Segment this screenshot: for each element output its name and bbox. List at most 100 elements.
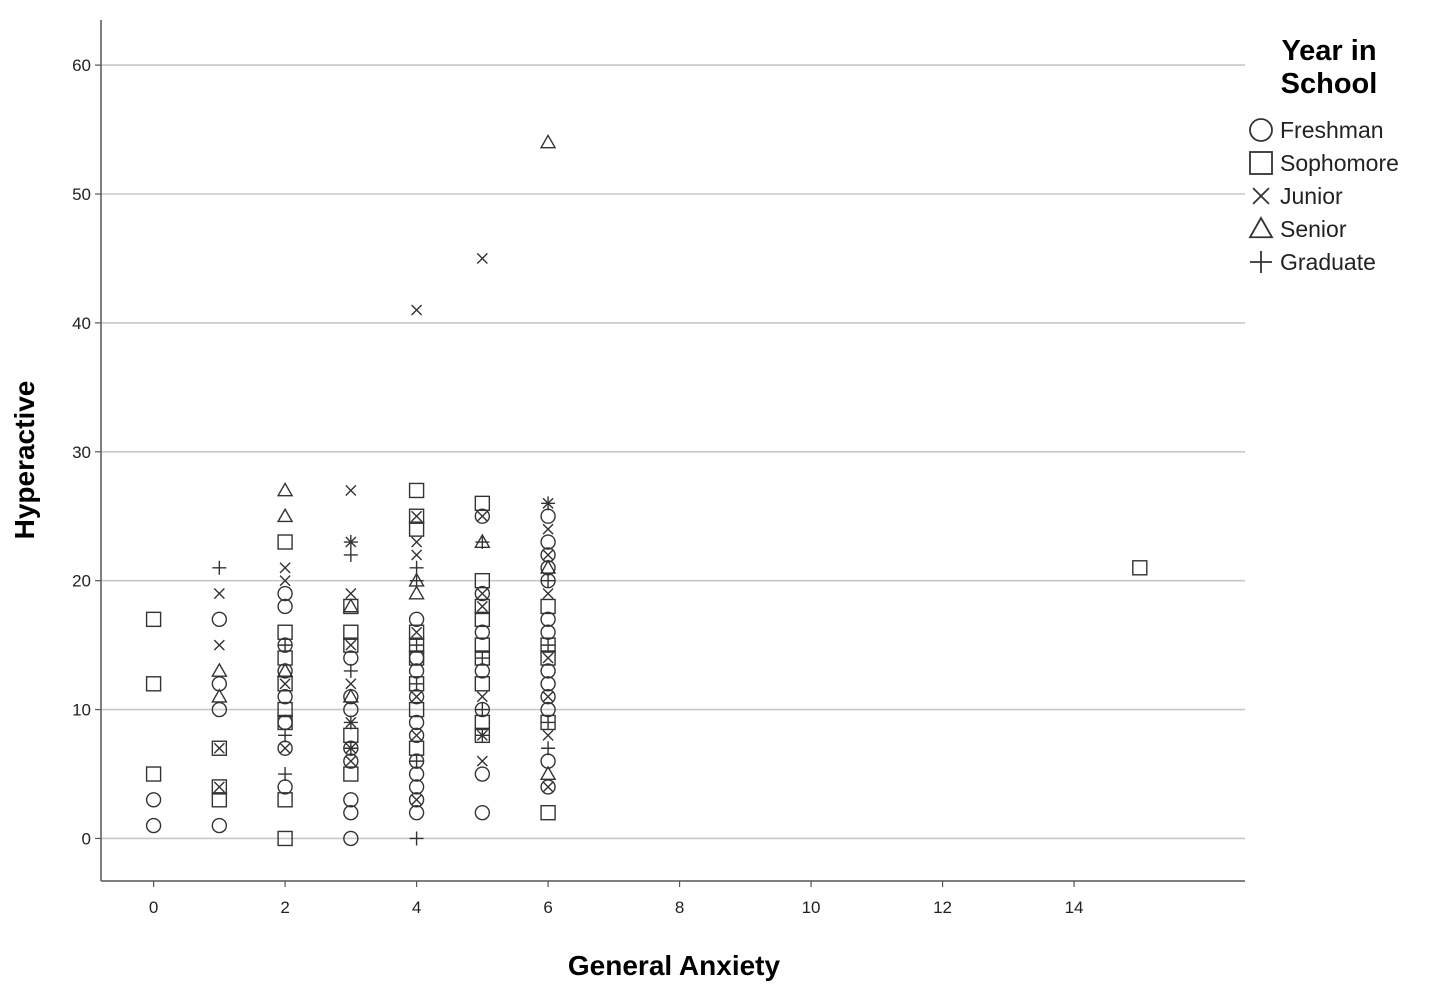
data-point-junior	[279, 742, 291, 754]
axes	[100, 20, 1245, 882]
data-point-sophomore	[277, 830, 293, 847]
data-point-sophomore	[343, 637, 359, 653]
data-point-graduate	[409, 676, 424, 691]
data-point-graduate	[475, 728, 490, 743]
data-point-junior	[542, 691, 554, 703]
data-point-junior	[476, 588, 488, 600]
data-point-senior	[408, 585, 425, 600]
x-icon	[1252, 187, 1270, 205]
data-point-sophomore	[408, 508, 425, 524]
x-tick-label: 2	[280, 898, 289, 917]
legend-label: Graduate	[1280, 249, 1376, 275]
series-graduate	[212, 496, 556, 846]
x-axis-title: General Anxiety	[568, 950, 781, 981]
data-point-junior	[411, 691, 423, 703]
legend-label: Freshman	[1280, 117, 1384, 143]
data-point-graduate	[541, 715, 556, 730]
x-tick-label: 12	[933, 898, 952, 917]
data-point-sophomore	[211, 779, 228, 795]
data-point-junior	[476, 691, 488, 703]
data-point-sophomore	[277, 792, 293, 808]
y-tick-label: 10	[72, 701, 91, 720]
data-point-graduate	[541, 573, 556, 588]
data-point-sophomore	[474, 714, 491, 731]
data-point-freshman	[277, 585, 293, 602]
data-point-senior	[342, 688, 360, 703]
data-point-junior	[411, 304, 423, 316]
data-point-sophomore	[343, 766, 359, 782]
x-tick-label: 6	[543, 898, 552, 917]
data-point-junior	[411, 626, 423, 638]
data-point-junior	[279, 562, 291, 574]
data-point-sophomore	[145, 676, 162, 692]
data-point-freshman	[474, 804, 491, 821]
data-point-junior	[542, 523, 554, 535]
data-point-junior	[213, 588, 225, 600]
data-point-junior	[279, 678, 291, 690]
data-point-freshman	[474, 585, 491, 602]
data-point-junior	[542, 588, 554, 600]
x-tick-label: 10	[802, 898, 821, 917]
data-point-freshman	[408, 792, 425, 808]
data-point-sophomore	[408, 701, 425, 718]
data-point-senior	[342, 598, 360, 613]
data-point-freshman	[145, 817, 162, 834]
legend-entry-sophomore: Sophomore	[1249, 150, 1399, 176]
legend-title-line-1: Year in	[1281, 35, 1376, 67]
data-point-freshman	[408, 766, 425, 782]
data-point-freshman	[540, 624, 556, 640]
data-point-sophomore	[474, 572, 491, 589]
x-tick-label: 14	[1065, 898, 1084, 917]
data-point-senior	[276, 482, 294, 497]
y-tick-label: 0	[82, 829, 91, 848]
data-point-junior	[345, 484, 357, 496]
data-point-senior	[276, 662, 294, 677]
data-point-sophomore	[211, 740, 228, 756]
data-point-freshman	[408, 779, 425, 795]
data-point-sophomore	[474, 637, 491, 653]
data-point-junior	[279, 575, 291, 587]
data-point-graduate	[541, 741, 556, 756]
data-point-freshman	[277, 779, 293, 795]
y-tick-label: 20	[72, 572, 91, 591]
legend-title-line-2: School	[1281, 68, 1378, 100]
data-point-graduate	[278, 767, 293, 782]
data-point-junior	[542, 549, 554, 561]
square-icon	[1249, 151, 1273, 175]
data-point-graduate	[409, 754, 424, 769]
data-point-sophomore	[408, 482, 425, 499]
data-point-freshman	[474, 508, 491, 524]
data-point-junior	[542, 729, 554, 741]
data-point-senior	[539, 559, 557, 574]
data-point-freshman	[277, 714, 293, 731]
data-point-freshman	[540, 663, 556, 679]
data-point-sophomore	[474, 495, 491, 512]
data-point-graduate	[409, 560, 424, 575]
data-point-sophomore	[474, 611, 491, 628]
data-point-graduate	[409, 831, 424, 846]
data-point-graduate	[541, 638, 556, 653]
data-point-sophomore	[343, 624, 359, 640]
y-axis-title: Hyperactive	[9, 381, 40, 540]
data-point-junior	[345, 755, 357, 767]
data-point-freshman	[408, 611, 425, 628]
legend-entries: Freshman Sophomore Junior Senior Graduate	[1248, 117, 1399, 275]
x-tick-label: 0	[149, 898, 158, 917]
data-point-junior	[476, 755, 488, 767]
grid-lines	[101, 64, 1245, 840]
data-point-graduate	[475, 535, 490, 550]
data-point-graduate	[212, 560, 227, 575]
data-point-sophomore	[474, 598, 491, 615]
data-point-freshman	[540, 508, 556, 524]
data-point-graduate	[409, 573, 424, 588]
data-point-freshman	[277, 598, 293, 615]
data-point-freshman	[343, 650, 359, 666]
data-point-graduate	[343, 535, 358, 550]
legend: Year in School Freshman Sophomore Junior Se…	[1248, 35, 1399, 275]
data-point-freshman	[408, 663, 425, 679]
data-point-graduate	[343, 663, 358, 678]
circle-icon	[1249, 118, 1273, 142]
data-point-graduate	[278, 728, 293, 743]
y-tick-label: 40	[72, 314, 91, 333]
